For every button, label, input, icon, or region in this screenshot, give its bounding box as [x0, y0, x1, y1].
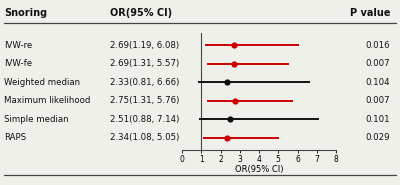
Text: 0.101: 0.101	[365, 115, 390, 124]
Text: Weighted median: Weighted median	[4, 78, 80, 87]
X-axis label: OR(95% CI): OR(95% CI)	[235, 165, 283, 174]
Text: 0.016: 0.016	[365, 41, 390, 50]
Text: IVW-re: IVW-re	[4, 41, 32, 50]
Text: OR(95% CI): OR(95% CI)	[110, 8, 172, 18]
Text: Snoring: Snoring	[4, 8, 47, 18]
Text: Maximum likelihood: Maximum likelihood	[4, 96, 90, 105]
Text: IVW-fe: IVW-fe	[4, 59, 32, 68]
Text: Simple median: Simple median	[4, 115, 69, 124]
Text: 0.007: 0.007	[365, 59, 390, 68]
Text: 2.51(0.88, 7.14): 2.51(0.88, 7.14)	[110, 115, 179, 124]
Text: 2.69(1.19, 6.08): 2.69(1.19, 6.08)	[110, 41, 179, 50]
Text: 2.75(1.31, 5.76): 2.75(1.31, 5.76)	[110, 96, 179, 105]
Text: RAPS: RAPS	[4, 133, 26, 142]
Text: P value: P value	[350, 8, 390, 18]
Text: 2.34(1.08, 5.05): 2.34(1.08, 5.05)	[110, 133, 179, 142]
Text: 0.007: 0.007	[365, 96, 390, 105]
Text: 2.69(1.31, 5.57): 2.69(1.31, 5.57)	[110, 59, 179, 68]
Text: 0.029: 0.029	[366, 133, 390, 142]
Text: 2.33(0.81, 6.66): 2.33(0.81, 6.66)	[110, 78, 179, 87]
Text: 0.104: 0.104	[365, 78, 390, 87]
